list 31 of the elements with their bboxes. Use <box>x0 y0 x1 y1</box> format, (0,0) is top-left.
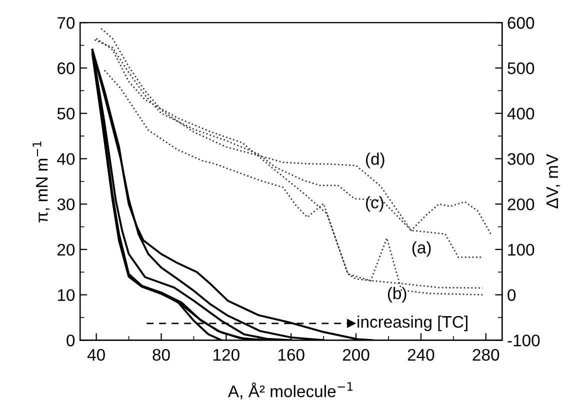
y2-axis-title: ΔV, mV <box>546 154 560 208</box>
y2-tick-label: 300 <box>508 153 534 165</box>
x-tick-label: 160 <box>278 348 304 361</box>
x-tick-label: 240 <box>408 348 434 361</box>
y-tick-label: 70 <box>58 17 75 29</box>
annotation: (b) <box>388 286 406 303</box>
x-tick-label: 40 <box>87 348 105 361</box>
annotation: (a) <box>412 241 431 257</box>
x-tick-label: 120 <box>214 348 240 361</box>
y-tick-label: 0 <box>66 334 75 346</box>
y-tick-label: 10 <box>58 289 75 302</box>
annotation: increasing [TC] <box>358 316 468 332</box>
x-tick-label: 80 <box>152 348 170 361</box>
x-tick-label: 200 <box>342 348 370 361</box>
y2-tick-label: 600 <box>508 17 534 29</box>
annotation: (c) <box>366 196 384 212</box>
y2-tick-label: 200 <box>508 198 534 210</box>
y-tick-label: 60 <box>58 62 75 74</box>
y-tick-label: 50 <box>57 108 75 120</box>
y2-tick-label: 100 <box>508 244 534 256</box>
y2-tick-label: -100 <box>508 334 540 346</box>
y-tick-label: 30 <box>57 198 75 210</box>
y-axis-title: π, mN m$^{−1}$ <box>32 142 50 222</box>
y-tick-label: 20 <box>58 244 75 256</box>
y-tick-label: 40 <box>57 153 75 165</box>
annotation: (d) <box>366 152 384 168</box>
y2-tick-label: 500 <box>508 62 534 74</box>
x-tick-label: 280 <box>472 348 500 361</box>
y2-tick-label: 0 <box>508 289 516 302</box>
x-axis-title: A, Å² molecule$^{−1}$ <box>228 382 353 400</box>
y2-tick-label: 400 <box>507 108 534 120</box>
